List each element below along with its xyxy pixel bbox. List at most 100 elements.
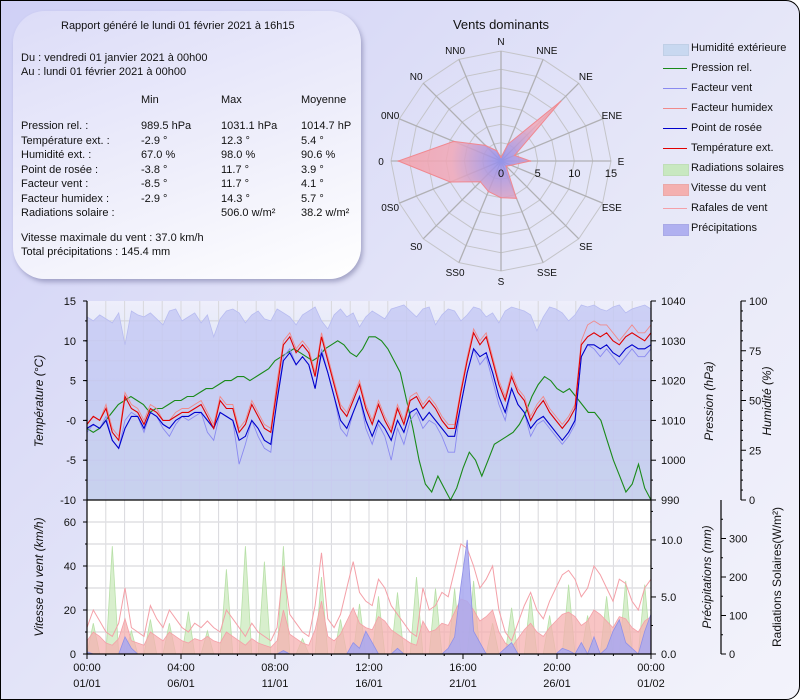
summary-row-avg: 5.4 ° — [301, 134, 324, 147]
wind-rose-radial-tick: 10 — [568, 168, 580, 180]
summary-row-max: 1031.1 hPa — [221, 120, 278, 132]
legend-item[interactable]: Vitesse du vent — [659, 181, 799, 196]
wind-rose-direction-label: NN0 — [445, 46, 465, 57]
series-temp-rature-ext- — [86, 331, 652, 442]
x-tick-date-label: 26/01 — [543, 678, 571, 690]
wind-rose-point — [515, 197, 518, 200]
solar-axis-title: Radiations Solaires(W/m²) — [770, 507, 784, 647]
summary-row-min: 989.5 hPa — [141, 120, 192, 132]
legend-item[interactable]: Pression rel. — [659, 61, 799, 75]
wind-rose-chart: N NNE NE ENE E ESE SE SSE S SS0 S0 0S0 0 0N0 N0 NN0 0 5 10… — [378, 37, 625, 288]
summary-row-label: Pression rel. : — [21, 120, 89, 132]
summary-row-min: -2.9 ° — [141, 134, 168, 147]
wind-rose-point — [507, 143, 509, 145]
x-tick-date-label: 11/01 — [262, 678, 289, 690]
summary-row-label: Point de rosée : — [21, 163, 99, 176]
legend-label: Vitesse du vent — [691, 182, 767, 194]
wind-rose-point — [479, 180, 482, 183]
legend-item[interactable]: Rafales de vent — [659, 201, 799, 215]
summary-row-min: 67.0 % — [141, 149, 176, 161]
summary-row-max: 12.3 ° — [221, 134, 250, 147]
wind-rose-point — [487, 190, 490, 193]
temperature-tick-label: 15 — [64, 296, 76, 308]
weather-chart: 15105-0-5-101040103010201010100099010075… — [32, 296, 784, 690]
x-tick-time-label: 08:00 — [261, 662, 289, 674]
wind-tick-label: 0 — [70, 649, 76, 661]
legend-area-swatch-icon — [663, 224, 689, 236]
temperature-tick-label: 10 — [64, 336, 76, 348]
series-line — [86, 344, 652, 465]
pressure-tick-label: 1040 — [661, 296, 685, 308]
summary-row-avg: 5.7 ° — [301, 192, 324, 205]
wind-rose-radial-tick: 5 — [535, 168, 541, 180]
wind-rose-direction-label: N0 — [410, 72, 423, 83]
legend-label: Rafales de vent — [691, 202, 768, 214]
x-tick-time-label: 04:00 — [167, 662, 195, 674]
series-facteur-vent — [86, 344, 652, 465]
wind-rose-direction-label: 0N0 — [381, 111, 400, 122]
wind-rose-direction-label: NE — [579, 72, 593, 83]
summary-row-label: Température ext. : — [21, 134, 110, 147]
wind-rose-point — [505, 165, 507, 167]
legend-item[interactable]: Facteur vent — [659, 81, 799, 95]
temperature-tick-label: 5 — [70, 376, 76, 388]
wind-rose-direction-label: S0 — [410, 242, 423, 253]
legend-area-swatch-icon — [663, 44, 689, 56]
legend-line-swatch-icon — [663, 108, 687, 109]
wind-rose-direction-label: E — [618, 157, 625, 168]
wind-rose-point — [496, 150, 498, 152]
legend-line-swatch-icon — [663, 148, 687, 149]
summary-row-min: -8.5 ° — [141, 178, 168, 190]
x-tick-time-label: 00:00 — [73, 662, 101, 674]
legend-label: Facteur vent — [691, 82, 753, 94]
legend-line-swatch-icon — [663, 68, 687, 69]
humidity-tick-label: 100 — [749, 296, 767, 308]
total-rain-text: Total précipitations : 145.4 mm — [21, 246, 171, 258]
wind-rose-direction-label: SE — [579, 242, 593, 253]
legend-item[interactable]: Température ext. — [659, 141, 799, 155]
legend-item[interactable]: Facteur humidex — [659, 101, 799, 115]
x-tick-time-label: 16:00 — [449, 662, 477, 674]
pressure-tick-label: 1020 — [661, 376, 685, 388]
legend-label: Précipitations — [691, 222, 758, 234]
wind-rose-point — [500, 196, 502, 199]
humidity-tick-label: 50 — [749, 396, 761, 408]
axes — [83, 300, 746, 659]
series-line — [86, 331, 652, 442]
summary-row-label: Radiations solaire : — [21, 207, 115, 219]
header-max: Max — [221, 94, 242, 106]
wind-rose-direction-label: S — [498, 277, 505, 288]
wind-rose-direction-label: 0S0 — [381, 203, 399, 214]
wind-tick-label: 60 — [64, 517, 76, 529]
x-tick-time-label: 12:00 — [355, 662, 383, 674]
legend-label: Humidité extérieure — [691, 42, 787, 54]
humidity-tick-label: 25 — [749, 445, 761, 457]
wind-rose-radial-tick: 15 — [605, 168, 617, 180]
legend-item[interactable]: Précipitations — [659, 221, 799, 236]
series-humidit-ext-rieure — [86, 304, 652, 501]
wind-rose-point — [449, 181, 451, 183]
temperature-axis-title: Température (°C) — [32, 355, 46, 447]
x-tick-date-label: 16/01 — [355, 678, 383, 690]
solar-tick-label: 200 — [729, 572, 747, 584]
max-wind-text: Vitesse maximale du vent : 37.0 km/h — [21, 232, 204, 244]
rain-tick-label: 0.0 — [661, 649, 676, 661]
series-line — [86, 543, 652, 642]
header-min: Min — [141, 94, 159, 106]
series-line — [86, 320, 652, 438]
rain-tick-label: 5.0 — [661, 592, 676, 604]
summary-row-max: 14.3 ° — [221, 192, 250, 205]
x-tick-date-label: 21/01 — [449, 678, 477, 690]
wind-rose-direction-label: N — [497, 37, 504, 48]
precipitation-axis-title: Précipitations (mm) — [700, 525, 714, 628]
legend-item[interactable]: Humidité extérieure — [659, 41, 799, 56]
legend-area-swatch-icon — [663, 184, 689, 196]
summary-row-avg: 1014.7 hPa — [301, 120, 351, 132]
summary-row-min: -2.9 ° — [141, 192, 168, 205]
wind-rose-point — [529, 160, 532, 162]
period-from: Du : vendredi 01 janvier 2021 à 00h00 — [21, 52, 208, 64]
legend-item[interactable]: Radiations solaires — [659, 161, 799, 176]
legend-item[interactable]: Point de rosée — [659, 121, 799, 135]
wind-rose-title: Vents dominants — [452, 17, 550, 32]
